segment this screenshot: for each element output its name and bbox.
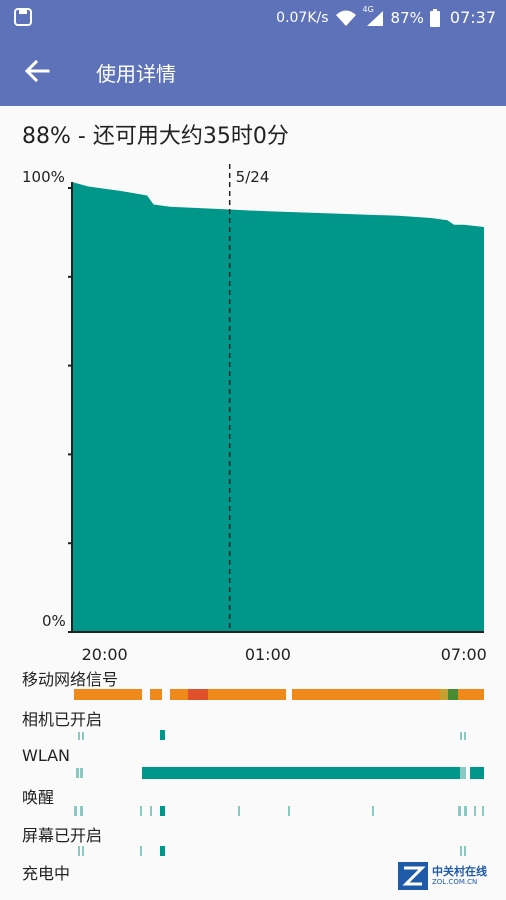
camera-tick <box>160 730 165 740</box>
zol-logo-icon <box>398 862 428 890</box>
track-label-screen: 屏幕已开启 <box>22 826 103 845</box>
signal-segment <box>188 689 208 700</box>
wlan-segment <box>460 767 466 779</box>
usage-tracks-svg <box>74 689 484 856</box>
x-tick-label: 20:00 <box>82 645 128 664</box>
status-right: 0.07K/s 4G 87% 07:37 <box>276 5 496 28</box>
wlan-tick <box>80 768 83 778</box>
y-tick-label-bottom: 0% <box>42 612 66 630</box>
screen-tick <box>78 846 80 856</box>
wake-tick <box>140 806 142 816</box>
track-label-camera: 相机已开启 <box>22 710 103 729</box>
camera-tick <box>460 732 462 740</box>
wake-tick <box>238 806 240 816</box>
screen-tick <box>460 846 462 856</box>
wlan-segment <box>470 767 484 779</box>
signal-segment <box>448 689 458 700</box>
wake-tick <box>74 806 77 816</box>
wake-tick <box>288 806 290 816</box>
wlan-tick <box>76 768 79 778</box>
track-label-wlan: WLAN <box>22 746 71 765</box>
clock: 07:37 <box>449 8 496 27</box>
wake-tick <box>458 806 461 816</box>
signal-segment <box>440 689 448 700</box>
net-speed: 0.07K/s <box>276 9 329 26</box>
x-tick-label: 01:00 <box>245 645 291 664</box>
wlan-segment <box>142 767 460 779</box>
arrow-left-icon[interactable] <box>22 56 52 86</box>
camera-tick <box>464 732 466 740</box>
battery-icon <box>429 8 440 27</box>
track-label-signal: 移动网络信号 <box>22 670 119 689</box>
screen-tick <box>160 846 165 856</box>
signal-segment <box>170 689 190 700</box>
signal-icon <box>366 10 383 26</box>
x-tick-label: 07:00 <box>441 645 487 664</box>
screen-tick <box>140 846 142 856</box>
signal-indicator: 4G <box>363 5 385 27</box>
watermark-cn: 中关村在线 <box>432 865 487 878</box>
y-tick-label-top: 100% <box>22 168 65 186</box>
wake-tick <box>482 806 484 816</box>
page-title: 使用详情 <box>96 62 176 86</box>
network-badge: 4G <box>362 4 374 14</box>
status-bar: 0.07K/s 4G 87% 07:37 <box>0 0 506 36</box>
battery-percent: 87% <box>390 8 424 27</box>
usage-tracks: 移动网络信号 相机已开启 WLAN 唤醒屏幕已开启充电中 <box>0 666 506 900</box>
wake-tick <box>474 806 476 816</box>
watermark-en: ZOL.COM.CN <box>432 878 478 886</box>
signal-segment <box>208 689 286 700</box>
wake-tick <box>464 806 467 816</box>
wake-tick <box>150 806 152 816</box>
screen-tick <box>82 846 84 856</box>
screen-tick <box>464 846 466 856</box>
wake-tick <box>160 806 165 816</box>
signal-segment <box>458 689 484 700</box>
wifi-icon <box>335 10 356 26</box>
track-label-wake: 唤醒 <box>22 788 55 807</box>
battery-chart-svg: 100% 0% 20:00 01:00 07:00 5/24 <box>22 164 487 664</box>
signal-segment <box>150 689 162 700</box>
wake-tick <box>372 806 374 816</box>
watermark-text: 中关村在线 ZOL.COM.CN <box>432 866 487 886</box>
signal-segment <box>74 689 142 700</box>
watermark: 中关村在线 ZOL.COM.CN <box>398 862 487 890</box>
wake-tick <box>80 806 83 816</box>
app-bar: 使用详情 <box>0 36 506 106</box>
battery-chart: 100% 0% 20:00 01:00 07:00 5/24 <box>0 160 506 680</box>
track-label-charging: 充电中 <box>22 864 71 883</box>
notification-icon <box>14 8 32 26</box>
signal-segment <box>292 689 440 700</box>
date-marker-label: 5/24 <box>236 168 270 186</box>
battery-area <box>72 182 484 632</box>
battery-summary: 88% - 还可用大约35时0分 <box>22 124 289 149</box>
camera-tick <box>78 732 80 740</box>
camera-tick <box>82 732 84 740</box>
